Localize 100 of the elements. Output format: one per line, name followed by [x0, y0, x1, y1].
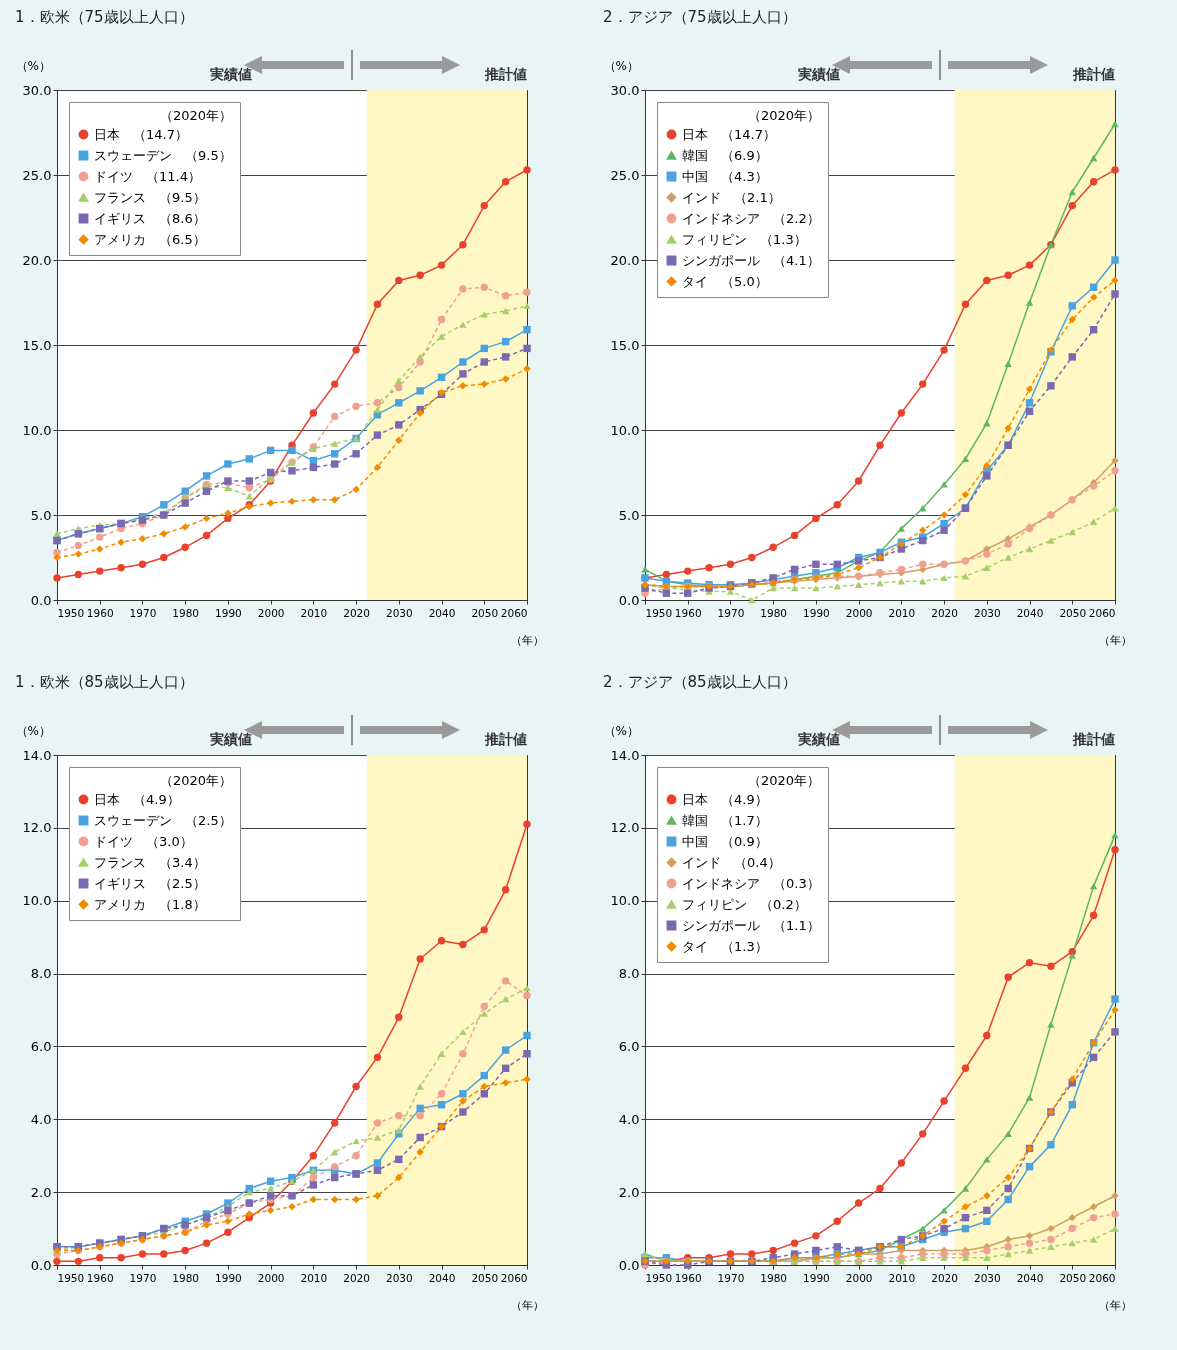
legend-label: スウェーデン （9.5）	[94, 147, 232, 163]
y-tick-label: 8.0	[30, 966, 52, 982]
legend-label: フランス （9.5）	[94, 189, 206, 205]
x-tick-label: 2020	[343, 1271, 370, 1284]
y-tick-label: 8.0	[618, 966, 640, 982]
x-tick-label: 2040	[428, 1271, 456, 1284]
x-tick-label: 1960	[86, 606, 114, 619]
y-tick-label: 25.0	[22, 167, 52, 183]
y-tick-label: 0.0	[618, 592, 640, 608]
x-tick-label: 1970	[717, 1271, 745, 1284]
legend-label: インド （2.1）	[682, 189, 781, 205]
legend-label: インドネシア （2.2）	[682, 210, 820, 226]
x-tick-label: 2010	[888, 606, 916, 619]
legend-label: イギリス （2.5）	[94, 875, 206, 891]
x-tick-label: 2020	[931, 1271, 958, 1284]
legend-label: シンガポール （1.1）	[682, 917, 820, 933]
y-tick-label: 30.0	[610, 82, 640, 98]
x-tick-label: 1970	[717, 606, 745, 619]
y-tick-label: 10.0	[610, 893, 640, 909]
y-tick-label: 14.0	[610, 747, 640, 763]
text: 推計値	[484, 731, 527, 747]
y-tick-label: 4.0	[618, 1111, 640, 1127]
legend-label: スウェーデン （2.5）	[94, 812, 232, 828]
y-tick-label: 0.0	[618, 1257, 640, 1273]
legend-label: ドイツ （11.4）	[94, 168, 201, 184]
legend-label: 日本 （14.7）	[94, 126, 188, 142]
x-tick-label: 1980	[172, 606, 200, 619]
x-tick-label: 1950	[645, 1271, 673, 1284]
chart-title: 2．アジア（75歳以上人口）	[603, 8, 797, 26]
legend-title: （2020年）	[747, 108, 820, 123]
legend-label: インド （0.4）	[682, 854, 781, 870]
x-tick-label: 2030	[385, 606, 413, 619]
x-tick-label: 2000	[845, 606, 873, 619]
x-tick-label: 1960	[674, 1271, 702, 1284]
chart-title: 1．欧米（75歳以上人口）	[15, 8, 194, 26]
text: 実績値	[797, 66, 840, 82]
x-tick-label: 2010	[300, 1271, 328, 1284]
legend-label: 韓国 （1.7）	[682, 812, 768, 828]
text: 実績値	[797, 731, 840, 747]
x-tick-label: 1960	[86, 1271, 114, 1284]
x-tick-label: 2030	[973, 606, 1001, 619]
y-axis-title: （%）	[603, 58, 639, 73]
legend-label: 日本 （4.9）	[94, 791, 180, 807]
y-tick-label: 0.0	[30, 1257, 52, 1273]
x-axis-title: （年）	[1099, 633, 1132, 647]
x-tick-label: 2050	[1059, 1271, 1087, 1284]
chart-title: 1．欧米（85歳以上人口）	[15, 673, 194, 691]
y-tick-label: 14.0	[22, 747, 52, 763]
y-tick-label: 6.0	[30, 1038, 52, 1054]
x-tick-label: 1950	[57, 606, 85, 619]
x-tick-label: 2060	[1088, 606, 1116, 619]
x-tick-label: 2050	[1059, 606, 1087, 619]
y-tick-label: 0.0	[30, 592, 52, 608]
legend-title: （2020年）	[159, 108, 232, 123]
x-tick-label: 2060	[1088, 1271, 1116, 1284]
legend-label: ドイツ （3.0）	[94, 833, 193, 849]
y-tick-label: 15.0	[22, 337, 52, 353]
legend-label: 日本 （14.7）	[682, 126, 776, 142]
x-tick-label: 1980	[172, 1271, 200, 1284]
legend-label: 中国 （0.9）	[682, 833, 768, 849]
x-axis-title: （年）	[511, 1298, 544, 1312]
text: 実績値	[209, 66, 252, 82]
legend-label: アメリカ （6.5）	[94, 231, 206, 247]
x-tick-label: 2040	[428, 606, 456, 619]
y-tick-label: 10.0	[22, 893, 52, 909]
legend-title: （2020年）	[159, 773, 232, 788]
x-tick-label: 2060	[500, 606, 528, 619]
y-tick-label: 10.0	[22, 422, 52, 438]
y-tick-label: 10.0	[610, 422, 640, 438]
legend-label: タイ （1.3）	[682, 938, 768, 954]
legend-label: シンガポール （4.1）	[682, 252, 820, 268]
x-tick-label: 2030	[385, 1271, 413, 1284]
x-tick-label: 1980	[760, 1271, 788, 1284]
x-tick-label: 1960	[674, 606, 702, 619]
legend-label: イギリス （8.6）	[94, 210, 206, 226]
legend-label: フィリピン （0.2）	[682, 896, 807, 912]
x-tick-label: 1970	[129, 606, 157, 619]
y-tick-label: 5.0	[30, 507, 52, 523]
x-tick-label: 2040	[1016, 1271, 1044, 1284]
x-tick-label: 2000	[257, 606, 285, 619]
text: 推計値	[1072, 66, 1115, 82]
x-tick-label: 1950	[57, 1271, 85, 1284]
y-tick-label: 2.0	[618, 1184, 640, 1200]
y-tick-label: 25.0	[610, 167, 640, 183]
x-tick-label: 2000	[845, 1271, 873, 1284]
legend-label: アメリカ （1.8）	[94, 896, 206, 912]
legend-label: タイ （5.0）	[682, 273, 768, 289]
x-tick-label: 2000	[257, 1271, 285, 1284]
x-tick-label: 1980	[760, 606, 788, 619]
text: 推計値	[1072, 731, 1115, 747]
legend-title: （2020年）	[747, 773, 820, 788]
legend-label: インドネシア （0.3）	[682, 875, 820, 891]
y-axis-title: （%）	[15, 58, 51, 73]
x-tick-label: 1990	[215, 606, 242, 619]
x-axis-title: （年）	[1099, 1298, 1132, 1312]
y-tick-label: 20.0	[22, 252, 52, 268]
y-tick-label: 12.0	[22, 820, 52, 836]
legend-label: フィリピン （1.3）	[682, 231, 807, 247]
y-tick-label: 6.0	[618, 1038, 640, 1054]
x-tick-label: 1990	[803, 1271, 830, 1284]
